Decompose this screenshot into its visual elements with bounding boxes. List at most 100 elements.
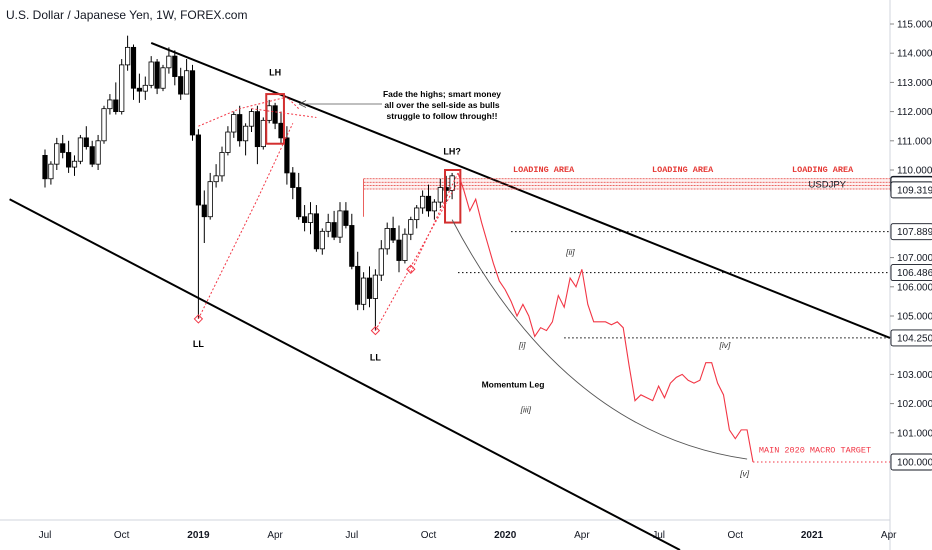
price-tag: 100.000 — [890, 453, 932, 471]
candle — [77, 134, 83, 165]
candle — [284, 126, 290, 185]
chart-title: U.S. Dollar / Japanese Yen, 1W, FOREX.co… — [6, 8, 248, 22]
candle-body — [331, 222, 337, 238]
candle-body — [77, 137, 83, 162]
candle — [231, 111, 237, 138]
candle — [219, 146, 225, 182]
candle — [408, 216, 414, 241]
wedge-dotted-upper-left — [198, 96, 300, 127]
candle — [296, 172, 302, 220]
candle — [360, 272, 367, 311]
candle-body — [189, 70, 196, 136]
wave-label: [iii] — [520, 404, 532, 414]
candle-body — [384, 227, 390, 250]
candle — [425, 184, 432, 217]
candle — [160, 64, 166, 92]
candle-body — [301, 216, 308, 223]
candle-body — [313, 213, 320, 250]
x-tick-label: Oct — [728, 530, 744, 541]
price-tag-label: 109.319 — [897, 185, 932, 196]
y-tick-label: 110.000 — [897, 166, 932, 177]
candle-body — [213, 175, 219, 183]
loading-area-label: LOADING AREA — [513, 165, 575, 175]
wave-label: [iv] — [719, 340, 732, 350]
candle — [319, 228, 325, 255]
candle — [278, 111, 284, 144]
candle-body — [201, 204, 207, 218]
candle — [48, 161, 54, 185]
candle-body — [319, 230, 325, 250]
candle — [66, 140, 72, 173]
candle-body — [290, 172, 296, 188]
y-tick-label: 106.000 — [897, 282, 932, 293]
y-tick-label: 113.000 — [897, 78, 932, 89]
price-tag: 104.250 — [890, 329, 932, 347]
candle — [414, 205, 420, 229]
x-tick-label: Apr — [881, 530, 897, 541]
note-line: struggle to follow through!! — [387, 111, 498, 121]
candle-body — [183, 70, 190, 95]
candle-body — [402, 233, 408, 261]
y-tick-label: 103.000 — [897, 370, 932, 381]
price-tag-label: 106.486 — [897, 268, 932, 279]
candle — [431, 199, 438, 220]
candle-body — [66, 152, 72, 168]
candle — [154, 59, 160, 95]
candle — [107, 94, 113, 115]
candle — [301, 205, 308, 232]
note-line: Fade the highs; smart money — [383, 89, 501, 99]
price-tag-box — [890, 329, 932, 347]
candle — [325, 213, 331, 238]
y-tick-label: 114.000 — [897, 49, 932, 60]
candle-body — [278, 122, 284, 139]
candle-body — [437, 187, 443, 203]
price-tag-label: 107.889 — [897, 227, 932, 238]
candle-body — [266, 105, 272, 121]
y-tick-label: 105.000 — [897, 312, 932, 323]
label-ll-left: LL — [193, 339, 204, 349]
candle-body — [396, 239, 402, 261]
candle-body — [195, 134, 201, 206]
x-tick-label: 2019 — [187, 530, 210, 541]
loading-area-label: LOADING AREA — [792, 165, 854, 175]
candle-body — [272, 105, 278, 124]
candle — [89, 140, 95, 168]
price-tag-label: 104.250 — [897, 333, 932, 344]
candle — [71, 155, 78, 176]
candle — [313, 205, 320, 252]
candle-body — [60, 143, 66, 153]
candle — [83, 126, 89, 150]
candle-body — [337, 210, 343, 238]
candle — [384, 222, 390, 255]
candle-body — [414, 207, 420, 221]
swing-low-marker — [193, 314, 204, 324]
candle-body — [83, 137, 89, 148]
candle-body — [154, 61, 160, 89]
candle-body — [172, 55, 178, 77]
candle — [54, 137, 60, 170]
label-ll-right: LL — [370, 353, 381, 363]
x-tick-label: Jul — [652, 530, 665, 541]
projection-path — [457, 172, 754, 463]
candle — [166, 47, 172, 74]
candle — [378, 240, 384, 281]
label-lh-left: LH — [269, 67, 281, 77]
candle-body — [119, 64, 125, 112]
candle-body — [284, 137, 290, 174]
note-line: all over the sell-side as bulls — [384, 100, 500, 110]
candle-body — [449, 175, 455, 191]
candle — [213, 164, 219, 188]
candle-body — [296, 187, 302, 218]
wave-label: [v] — [739, 469, 750, 479]
candle-body — [142, 84, 148, 92]
candle-body — [160, 67, 166, 89]
candle-body — [349, 225, 355, 267]
candle-body — [125, 46, 131, 66]
candle-body — [355, 265, 361, 305]
candle — [189, 64, 196, 141]
x-tick-label: Apr — [267, 530, 283, 541]
target-label: MAIN 2020 MACRO TARGET — [759, 446, 871, 456]
candle — [183, 59, 190, 95]
y-tick-label: 101.000 — [897, 428, 932, 439]
